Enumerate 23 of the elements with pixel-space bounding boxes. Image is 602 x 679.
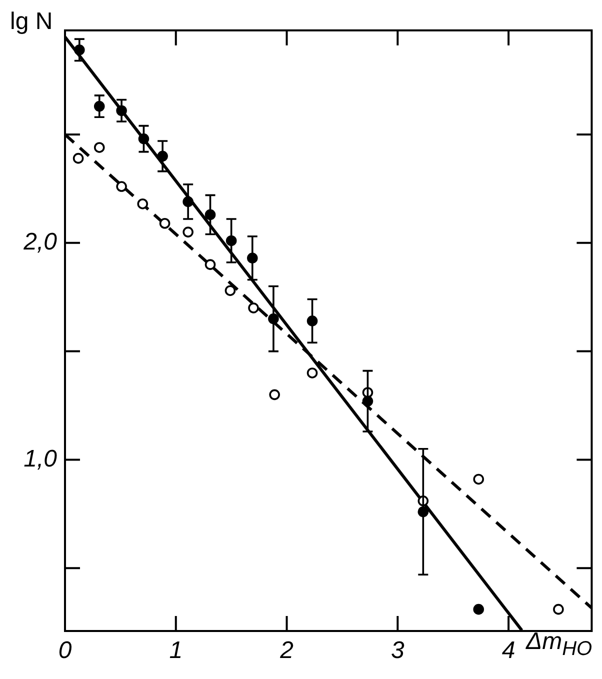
x-tick-label: 3 xyxy=(390,637,405,664)
y-tick-label: 1,0 xyxy=(24,445,58,472)
x-tick-label: 1 xyxy=(169,637,183,664)
y-axis-title: lg N xyxy=(10,8,53,36)
x-tick-label: 2 xyxy=(279,637,294,664)
point xyxy=(116,181,127,192)
point xyxy=(473,474,484,485)
point xyxy=(306,368,318,378)
point xyxy=(137,198,148,210)
x-tick-label: 0 xyxy=(58,637,72,664)
point xyxy=(182,226,194,238)
point xyxy=(159,218,170,229)
point xyxy=(72,152,84,164)
y-tick-label: 2,0 xyxy=(22,228,58,256)
point xyxy=(94,142,105,153)
point xyxy=(248,302,259,314)
point xyxy=(473,604,484,615)
point xyxy=(553,604,564,615)
point xyxy=(204,259,216,270)
x-axis-title: Δm$_{HO}$ xyxy=(526,628,592,661)
point xyxy=(224,285,236,296)
x-tick-label: 4 xyxy=(502,637,516,664)
point xyxy=(269,389,280,400)
